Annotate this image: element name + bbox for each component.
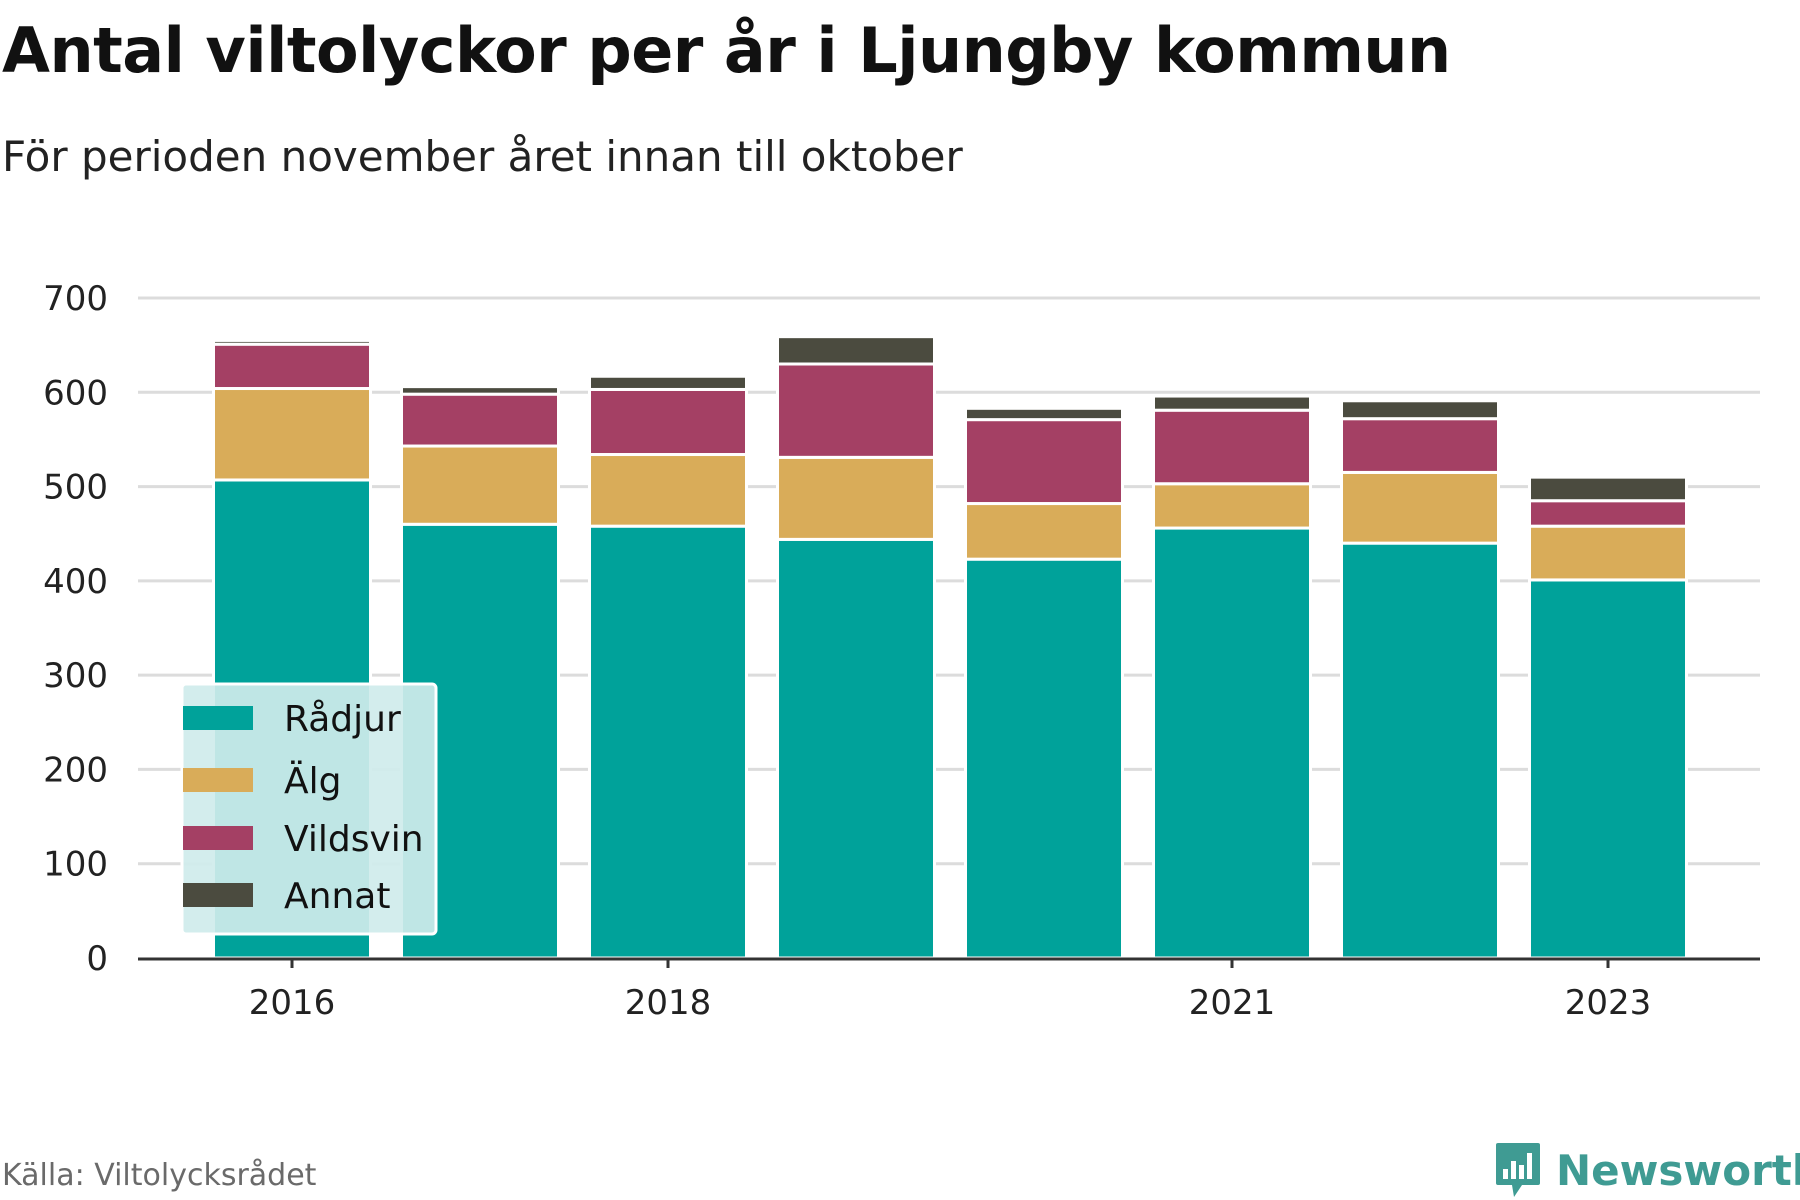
bar-segment-annat-2018 <box>588 374 748 391</box>
bar-segment-vildsvin-2018 <box>588 387 748 457</box>
chart-title: Antal viltolyckor per år i Ljungby kommu… <box>2 14 1451 87</box>
bar-segment-annat-2021 <box>1152 394 1312 412</box>
x-tick-label: 2021 <box>1189 983 1276 1023</box>
y-tick-label: 0 <box>86 939 108 979</box>
newsworthy-logo[interactable]: Newsworthy <box>1494 1140 1800 1200</box>
bar-segment-vildsvin-2017 <box>400 392 560 448</box>
y-tick-label: 500 <box>43 468 108 508</box>
y-tick-label: 100 <box>43 845 108 885</box>
bar-segment-älg-2016 <box>212 387 372 482</box>
legend-swatch-annat <box>183 883 253 907</box>
bar-segment-vildsvin-2019 <box>776 362 936 459</box>
bar-segment-rådjur-2019 <box>776 537 936 960</box>
bar-segment-annat-2023 <box>1528 475 1688 503</box>
x-tick-label: 2016 <box>249 983 336 1023</box>
legend-box <box>180 682 438 936</box>
bar-segment-älg-2021 <box>1152 482 1312 530</box>
chart-subtitle: För perioden november året innan till ok… <box>2 132 963 181</box>
newsworthy-logo-icon <box>1496 1143 1540 1197</box>
y-tick-label: 700 <box>43 279 108 319</box>
bar-segment-annat-2019 <box>776 335 936 366</box>
bar-segment-annat-2022 <box>1340 399 1500 421</box>
brand-name: Newsworthy <box>1556 1145 1800 1195</box>
y-tick-label: 600 <box>43 373 108 413</box>
bar-segment-annat-2016 <box>212 338 372 346</box>
bar-segment-annat-2020 <box>964 406 1124 422</box>
bar-segment-rådjur-2020 <box>964 557 1124 960</box>
bar-segment-rådjur-2018 <box>588 524 748 960</box>
x-tick-label: 2018 <box>625 983 712 1023</box>
bar-segment-vildsvin-2021 <box>1152 408 1312 486</box>
legend-swatch-rådjur <box>183 706 253 730</box>
bar-segment-vildsvin-2022 <box>1340 417 1500 474</box>
y-tick-label: 400 <box>43 562 108 602</box>
legend-swatch-älg <box>183 768 253 792</box>
bar-segment-älg-2017 <box>400 444 560 526</box>
legend-label-annat: Annat <box>284 876 390 917</box>
legend-label-vildsvin: Vildsvin <box>284 819 424 860</box>
y-tick-label: 300 <box>43 656 108 696</box>
source-note: Källa: Viltolycksrådet <box>2 1158 317 1193</box>
bar-segment-annat-2017 <box>400 385 560 396</box>
bar-segment-älg-2022 <box>1340 470 1500 545</box>
bar-segment-rådjur-2023 <box>1528 578 1688 960</box>
bar-segment-vildsvin-2016 <box>212 342 372 391</box>
y-tick-label: 200 <box>43 750 108 790</box>
bar-segment-älg-2020 <box>964 502 1124 561</box>
legend-label-älg: Älg <box>284 760 341 802</box>
x-tick-label: 2023 <box>1565 983 1652 1023</box>
bar-segment-rådjur-2021 <box>1152 526 1312 960</box>
legend-label-rådjur: Rådjur <box>284 699 401 740</box>
bar-segment-vildsvin-2020 <box>964 418 1124 506</box>
bar-segment-vildsvin-2023 <box>1528 499 1688 528</box>
legend-swatch-vildsvin <box>183 826 253 850</box>
bar-segment-älg-2019 <box>776 455 936 541</box>
bar-segment-rådjur-2022 <box>1340 541 1500 960</box>
bar-segment-älg-2023 <box>1528 524 1688 582</box>
bar-segment-älg-2018 <box>588 453 748 528</box>
